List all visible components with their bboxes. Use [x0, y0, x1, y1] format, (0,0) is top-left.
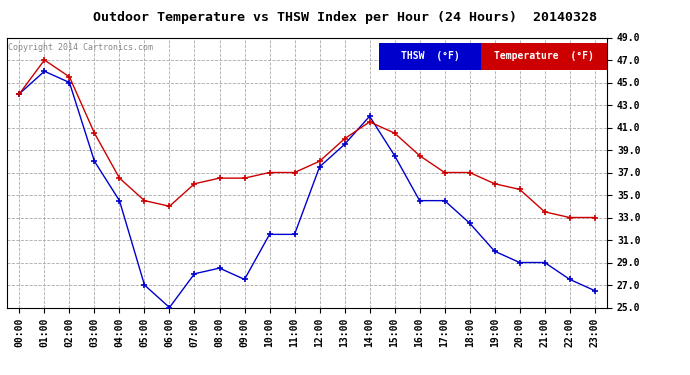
FancyBboxPatch shape — [481, 43, 607, 70]
Text: Temperature  (°F): Temperature (°F) — [494, 51, 594, 62]
Text: Copyright 2014 Cartronics.com: Copyright 2014 Cartronics.com — [8, 43, 153, 52]
Text: THSW  (°F): THSW (°F) — [401, 51, 460, 62]
FancyBboxPatch shape — [379, 43, 481, 70]
Text: Outdoor Temperature vs THSW Index per Hour (24 Hours)  20140328: Outdoor Temperature vs THSW Index per Ho… — [93, 11, 597, 24]
